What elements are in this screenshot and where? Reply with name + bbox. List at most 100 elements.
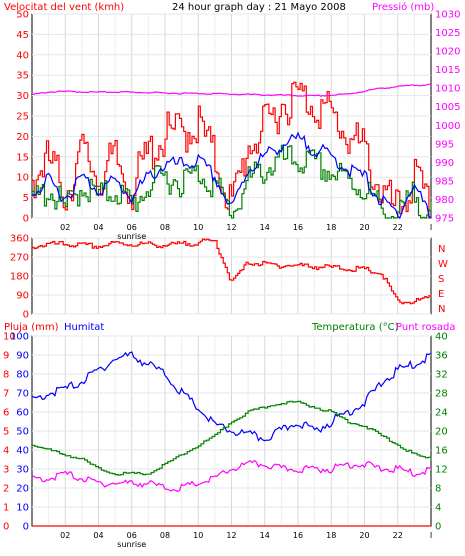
y-tick-label: 20 [16,132,29,143]
gust-series [32,81,431,219]
y-tick-label: 5 [3,427,9,438]
y-tick-label: 1025 [435,28,460,39]
y-tick-label: 270 [10,253,29,264]
x-tick-label: 16 [293,531,303,540]
y-tick-label: 8 [435,484,441,495]
x-tick-label: 08 [160,531,170,540]
y-tick-label: 24 [435,408,448,419]
y-tick-label: 0 [435,522,441,533]
direction-letters: N W S E N [438,244,448,315]
y-tick-label: 60 [16,408,29,419]
direction-letter: E [438,289,444,300]
x-tick-label: 06 [127,531,137,540]
sunrise-label: sunrise [117,540,146,549]
wind-average-series [31,131,432,220]
x-tick-label: I [430,531,432,540]
y-tick-label: 10 [16,173,29,184]
y-tick-label: 40 [435,332,448,343]
y-tick-label: 45 [16,30,29,41]
y-tick-label: 4 [435,503,441,514]
rain-title: Pluja (mm) [4,322,59,333]
y-tick-label: 985 [435,176,454,187]
x-tick-label: 10 [193,223,203,232]
y-tick-label: 360 [10,234,29,245]
y-tick-label: 40 [16,50,29,61]
y-tick-label: 20 [435,427,448,438]
y-tick-label: 90 [16,351,29,362]
dewpoint-series [31,459,432,492]
y-tick-label: 40 [16,446,29,457]
direction-letter: W [438,259,448,270]
temperature-series [32,400,432,476]
y-tick-label: 6 [3,408,9,419]
y-tick-label: 20 [16,484,29,495]
y-tick-label: 0 [23,310,29,321]
x-tick-label: 18 [326,531,336,540]
dewpoint-title: Punt rosada [396,322,455,333]
x-tick-label: 04 [93,223,103,232]
y-tick-label: 975 [435,214,454,225]
y-tick-label: 30 [16,91,29,102]
y-tick-label: 7 [3,389,9,400]
x-tick-label: 22 [393,531,403,540]
y-tick-label: 35 [16,71,29,82]
y-tick-label: 2 [3,484,9,495]
y-tick-label: 9 [3,351,9,362]
pressure-title: Pressió (mb) [372,1,434,13]
humidity-series [31,351,432,442]
y-tick-label: 1015 [435,65,460,76]
x-tick-label: 02 [60,223,70,232]
pressure-series [31,83,432,97]
direction-letter: N [438,244,445,255]
y-tick-label: 3 [3,465,9,476]
x-tick-label: 12 [226,531,236,540]
graph-title: 24 hour graph day : 21 Mayo 2008 [172,2,346,13]
y-tick-label: 1005 [435,102,460,113]
direction-letter: S [438,274,444,285]
y-tick-label: 32 [435,370,448,381]
y-tick-label: 1020 [435,47,460,58]
series-layer [31,81,432,527]
y-tick-label: 1000 [435,121,460,132]
y-tick-label: 0 [23,214,29,225]
temperature-title: Temperatura (°C) [311,322,399,333]
x-tick-label: I [430,223,432,232]
x-tick-label: 02 [60,531,70,540]
y-tick-label: 80 [16,370,29,381]
y-tick-label: 0 [3,522,9,533]
y-tick-label: 50 [16,427,29,438]
y-tick-label: 990 [435,158,454,169]
y-tick-label: 180 [10,272,29,283]
x-tick-label: 12 [226,223,236,232]
x-tick-label: 14 [260,531,270,540]
y-tick-label: 70 [16,389,29,400]
direction-series [32,238,432,305]
y-tick-label: 100 [10,332,29,343]
y-tick-label: 1 [3,503,9,514]
x-tick-label: 22 [393,223,403,232]
x-tick-label: 20 [359,223,369,232]
y-tick-label: 90 [16,291,29,302]
x-tick-label: 10 [193,531,203,540]
y-tick-label: 1030 [435,10,460,21]
y-tick-label: 25 [16,112,29,123]
x-tick-label: 14 [260,223,270,232]
y-tick-label: 15 [16,152,29,163]
y-tick-label: 16 [435,446,448,457]
x-tick-label: 18 [326,223,336,232]
y-tick-label: 50 [16,10,29,21]
y-tick-label: 12 [435,465,448,476]
y-tick-label: 4 [3,446,9,457]
x-tick-label: 08 [160,223,170,232]
y-tick-label: 980 [435,195,454,206]
y-tick-label: 0 [23,522,29,533]
sunrise-label: sunrise [117,232,146,241]
y-tick-label: 5 [23,193,29,204]
wind-low-series [32,144,432,219]
y-tick-label: 10 [3,332,16,343]
x-tick-label: 20 [359,531,369,540]
y-tick-label: 36 [435,351,448,362]
tick-layer: 0510152025303540455097598098599099510001… [3,10,460,550]
y-tick-label: 995 [435,139,454,150]
x-tick-label: 06 [127,223,137,232]
